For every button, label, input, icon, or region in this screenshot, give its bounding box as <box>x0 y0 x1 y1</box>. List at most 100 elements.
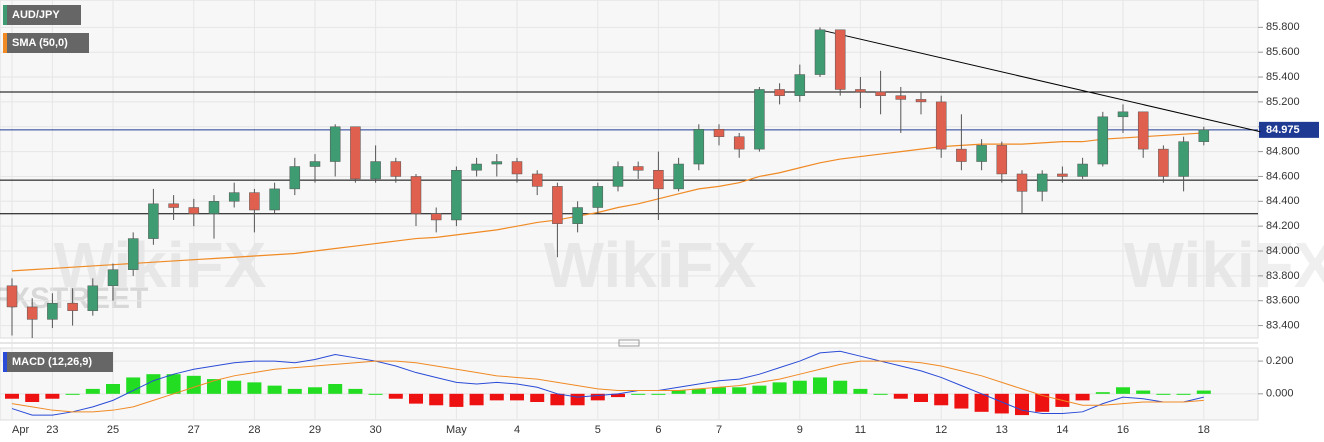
histogram-bar <box>954 393 969 409</box>
x-tick-label: May <box>446 424 467 436</box>
histogram-bar <box>85 388 100 394</box>
histogram-bar <box>1015 393 1029 416</box>
resize-handle[interactable] <box>618 339 640 347</box>
histogram-bar <box>489 393 504 401</box>
x-tick-label: Apr <box>12 424 29 436</box>
histogram-bar <box>166 374 181 394</box>
candle-body <box>491 161 503 165</box>
histogram-bar <box>752 385 767 394</box>
candle-body <box>168 203 179 208</box>
candle-body <box>754 89 765 150</box>
legend-box <box>3 33 89 53</box>
candle-body <box>471 163 482 171</box>
legend-label: AUD/JPY <box>12 9 60 21</box>
candle-body <box>390 161 402 177</box>
candle-body <box>632 166 644 171</box>
x-tick-label: 4 <box>514 424 520 436</box>
histogram-bar <box>388 393 403 399</box>
histogram-bar <box>590 393 605 401</box>
y-tick-label: 84.800 <box>1266 146 1300 158</box>
candle-body <box>47 302 58 320</box>
legend-box <box>3 5 81 25</box>
candle-body <box>794 74 806 96</box>
candle-body <box>1137 111 1149 150</box>
signal-line <box>11 360 1204 413</box>
y-tick-label: 84.200 <box>1266 220 1300 232</box>
candle-body <box>87 285 99 311</box>
x-tick-label: 6 <box>655 424 661 436</box>
macd-line <box>11 350 1204 416</box>
histogram-bar <box>813 377 827 394</box>
histogram-bar <box>207 379 221 394</box>
y-tick-label: 0.200 <box>1266 355 1294 367</box>
x-tick-label: 13 <box>996 424 1008 436</box>
candle-body <box>6 285 18 308</box>
histogram-bar <box>1136 390 1151 394</box>
trendline <box>819 29 1261 133</box>
x-tick-label: 11 <box>855 424 866 436</box>
y-tick-label: 84.600 <box>1266 170 1300 182</box>
candle-body <box>733 136 745 150</box>
candle-body <box>410 176 422 214</box>
histogram-bar <box>570 393 585 406</box>
candle-body <box>673 163 684 190</box>
candle-body <box>269 188 280 211</box>
candle-body <box>1097 116 1109 165</box>
x-tick-label: 12 <box>935 424 947 436</box>
candle-body <box>127 238 139 270</box>
legend-label: MACD (12,26,9) <box>12 356 92 368</box>
histogram-bar <box>1196 390 1211 394</box>
last-price-box <box>1259 121 1319 138</box>
y-tick-label: 85.200 <box>1266 96 1300 108</box>
histogram-bar <box>25 393 40 402</box>
candle-body <box>26 306 38 320</box>
x-tick-label: 5 <box>595 424 601 436</box>
candle-body <box>249 192 260 211</box>
watermark: WikiFX <box>544 229 757 301</box>
candle-body <box>107 269 119 287</box>
histogram-bar <box>974 393 989 412</box>
candle-body <box>430 213 442 221</box>
histogram-bar <box>873 393 888 395</box>
candle-body <box>592 186 604 208</box>
x-tick-label: 25 <box>107 424 119 436</box>
histogram-bar <box>469 393 484 406</box>
candle-body <box>1198 129 1210 142</box>
candle-body <box>996 145 1008 175</box>
histogram-bar <box>429 393 444 406</box>
candle-body <box>653 169 664 190</box>
histogram-bar <box>893 393 908 399</box>
candle-body <box>289 166 301 190</box>
candle-body <box>1117 111 1129 118</box>
y-tick-label: 85.600 <box>1266 46 1300 58</box>
y-tick-label: 85.800 <box>1266 21 1300 33</box>
candle-body <box>875 91 886 96</box>
candle-body <box>148 203 159 239</box>
candle-body <box>531 173 543 187</box>
candle-body <box>1158 148 1169 177</box>
y-tick-label: 83.600 <box>1266 295 1300 307</box>
candle-body <box>1057 173 1068 177</box>
x-tick-label: 23 <box>46 424 58 436</box>
histogram-bar <box>449 393 464 407</box>
x-tick-label: 29 <box>309 424 321 436</box>
x-tick-label: 18 <box>1198 424 1210 436</box>
candle-body <box>774 89 785 96</box>
x-tick-label: 16 <box>1117 424 1129 436</box>
candle-body <box>228 192 240 202</box>
y-tick-label: 84.000 <box>1266 245 1300 257</box>
candle-body <box>935 101 947 150</box>
candle-body <box>612 166 624 187</box>
histogram-bar <box>671 390 686 394</box>
histogram-bar <box>712 387 726 394</box>
candle-body <box>1016 173 1028 192</box>
histogram-bar <box>994 393 1009 414</box>
y-tick-label: 83.400 <box>1266 319 1300 331</box>
candle-body <box>1178 141 1189 177</box>
histogram-bar <box>1176 393 1191 395</box>
x-tick-label: 9 <box>797 424 803 436</box>
histogram-bar <box>1116 387 1130 394</box>
candle-body <box>350 126 361 180</box>
y-tick-label: 85.400 <box>1266 71 1300 83</box>
